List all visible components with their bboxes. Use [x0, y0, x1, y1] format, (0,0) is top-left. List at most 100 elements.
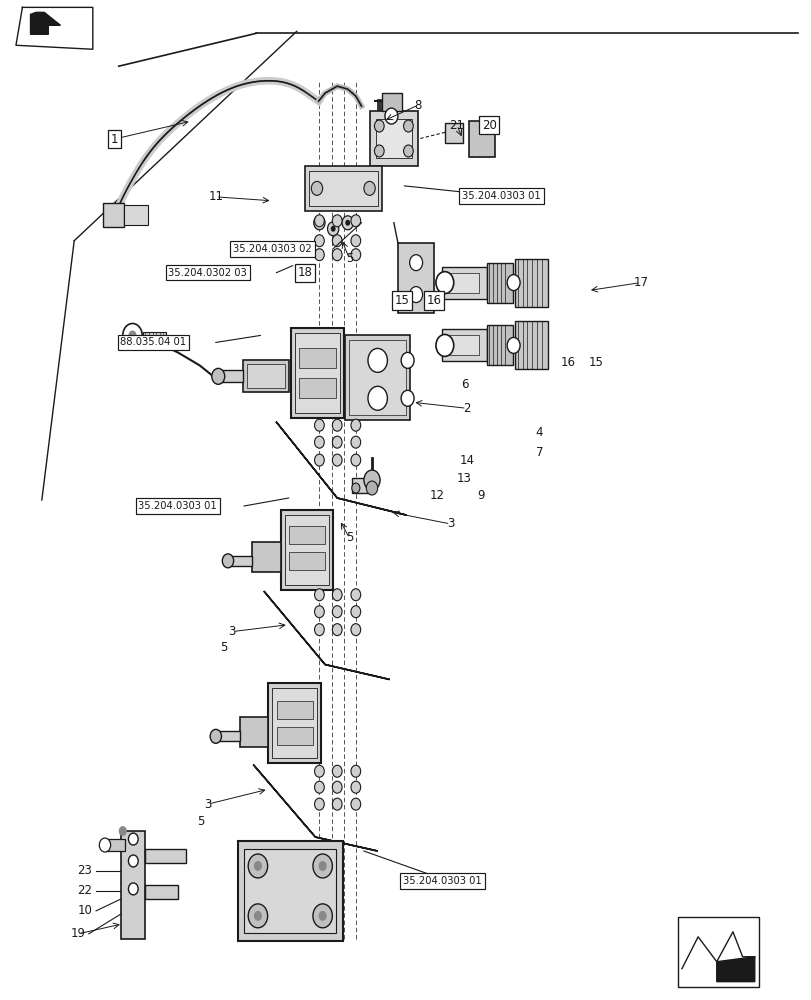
Text: 4: 4	[535, 426, 543, 439]
Circle shape	[332, 419, 341, 431]
Bar	[247, 364, 285, 388]
Bar	[290, 328, 343, 418]
Bar	[281, 510, 333, 590]
Circle shape	[128, 833, 138, 845]
Circle shape	[99, 838, 110, 852]
Bar	[288, 526, 324, 544]
Circle shape	[345, 220, 350, 226]
Text: 17: 17	[633, 276, 647, 289]
Circle shape	[314, 606, 324, 618]
Circle shape	[332, 589, 341, 601]
Circle shape	[314, 249, 324, 261]
Bar	[351, 478, 371, 493]
Bar	[515, 321, 547, 369]
Text: 8: 8	[414, 99, 421, 112]
Circle shape	[314, 235, 324, 247]
Circle shape	[363, 181, 375, 195]
Bar	[272, 688, 316, 758]
Circle shape	[332, 765, 341, 777]
Text: 19: 19	[71, 927, 86, 940]
Circle shape	[350, 436, 360, 448]
Circle shape	[316, 220, 321, 226]
Circle shape	[350, 606, 360, 618]
Text: 16: 16	[427, 294, 441, 307]
Circle shape	[118, 826, 127, 836]
Circle shape	[350, 215, 360, 227]
Circle shape	[384, 108, 397, 124]
Text: 11: 11	[208, 190, 223, 203]
Bar	[677, 917, 758, 987]
Bar	[240, 717, 268, 747]
Circle shape	[128, 330, 136, 340]
Text: 6: 6	[461, 378, 468, 391]
Bar	[304, 166, 381, 211]
Bar	[442, 329, 487, 361]
Bar	[288, 552, 324, 570]
Circle shape	[332, 215, 341, 227]
Circle shape	[350, 454, 360, 466]
Circle shape	[332, 235, 341, 247]
Circle shape	[212, 368, 225, 384]
Circle shape	[254, 911, 262, 921]
Polygon shape	[716, 957, 754, 982]
Text: 15: 15	[394, 294, 409, 307]
Circle shape	[332, 454, 341, 466]
Bar	[345, 335, 410, 420]
Circle shape	[128, 883, 138, 895]
Bar	[308, 171, 377, 206]
Text: 35.204.0303 02: 35.204.0303 02	[233, 244, 311, 254]
Bar	[145, 849, 186, 863]
Bar	[218, 370, 242, 382]
Bar	[121, 831, 145, 939]
Circle shape	[332, 798, 341, 810]
Circle shape	[350, 781, 360, 793]
Bar	[145, 885, 178, 899]
Circle shape	[350, 249, 360, 261]
Circle shape	[311, 181, 322, 195]
Circle shape	[312, 854, 332, 878]
Circle shape	[351, 483, 359, 493]
Text: 18: 18	[297, 266, 312, 279]
Circle shape	[314, 215, 324, 227]
Circle shape	[350, 419, 360, 431]
Circle shape	[436, 272, 453, 294]
Circle shape	[314, 454, 324, 466]
Text: 22: 22	[77, 884, 92, 897]
Bar	[268, 683, 320, 763]
Circle shape	[507, 275, 520, 291]
Bar	[277, 727, 312, 745]
Bar	[298, 378, 335, 398]
Bar	[444, 123, 462, 143]
Circle shape	[314, 436, 324, 448]
Text: 10: 10	[77, 904, 92, 917]
Text: 5: 5	[197, 815, 204, 828]
Text: 12: 12	[429, 489, 444, 502]
Circle shape	[330, 226, 335, 232]
Text: 35.204.0303 01: 35.204.0303 01	[402, 876, 481, 886]
Polygon shape	[16, 7, 92, 49]
Text: 5: 5	[345, 531, 353, 544]
Text: 16: 16	[560, 356, 575, 369]
Bar	[487, 325, 513, 365]
Bar	[216, 731, 240, 741]
Circle shape	[341, 216, 353, 230]
Circle shape	[350, 624, 360, 636]
Circle shape	[314, 589, 324, 601]
Circle shape	[409, 255, 422, 271]
Circle shape	[332, 249, 341, 261]
Text: 3: 3	[204, 798, 211, 811]
Bar	[277, 701, 312, 719]
Circle shape	[350, 589, 360, 601]
Bar	[103, 203, 123, 227]
Circle shape	[350, 765, 360, 777]
Circle shape	[122, 323, 142, 347]
Circle shape	[318, 861, 326, 871]
Circle shape	[210, 729, 221, 743]
Text: 9: 9	[477, 489, 484, 502]
Circle shape	[248, 904, 268, 928]
Circle shape	[327, 222, 338, 236]
Circle shape	[314, 765, 324, 777]
Bar	[252, 542, 281, 572]
Bar	[228, 556, 252, 566]
Text: 1: 1	[111, 133, 118, 146]
